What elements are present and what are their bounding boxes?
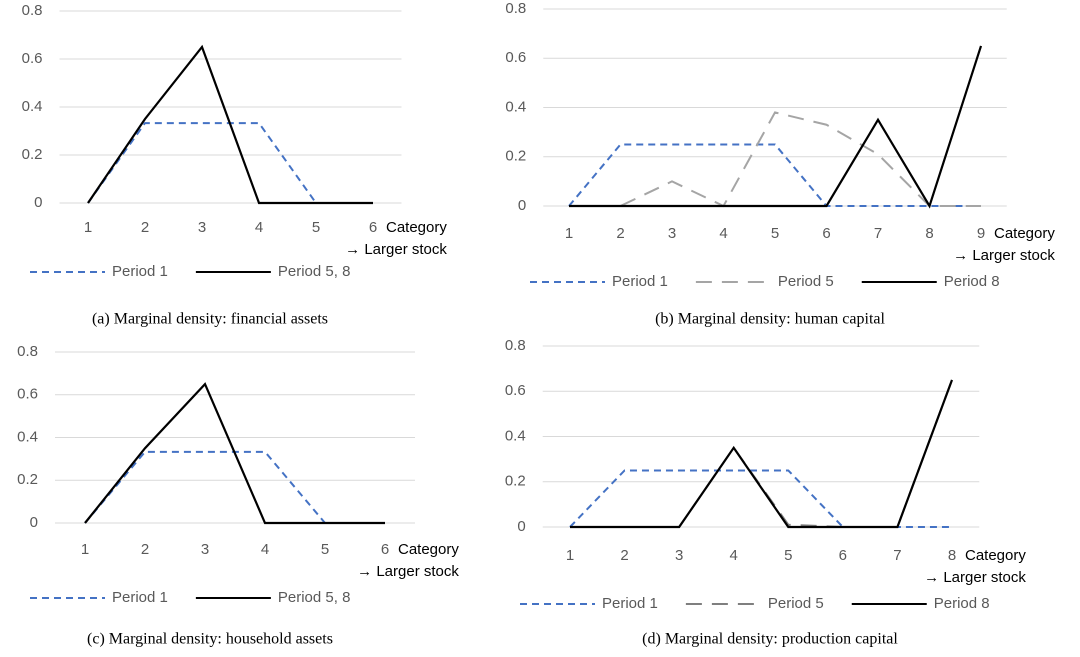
y-tick-label: 0.4 xyxy=(22,98,43,115)
x-tick-label: 2 xyxy=(616,225,624,242)
x-tick-label: 6 xyxy=(822,225,830,242)
legend-label: Period 8 xyxy=(944,273,1000,290)
x-tick-label: 1 xyxy=(81,541,89,558)
x-axis-label: → Larger stock xyxy=(345,241,447,258)
x-tick-label: 4 xyxy=(719,225,727,242)
y-tick-label: 0.4 xyxy=(505,427,526,444)
x-axis-label: Category xyxy=(386,219,447,236)
data-line xyxy=(84,450,385,524)
y-tick-label: 0 xyxy=(30,514,38,531)
x-tick-label: 8 xyxy=(948,547,956,564)
data-line xyxy=(569,45,983,209)
legend-label: Period 1 xyxy=(112,589,168,606)
x-tick-label: 3 xyxy=(201,541,209,558)
x-axis-label: → Larger stock xyxy=(953,247,1055,264)
legend-label: Period 5 xyxy=(778,273,834,290)
y-tick-label: 0.4 xyxy=(505,98,526,115)
x-axis-label: → Larger stock xyxy=(357,563,459,580)
legend-label: Period 5 xyxy=(768,595,824,612)
y-tick-label: 0 xyxy=(518,197,526,214)
x-tick-label: 5 xyxy=(784,547,792,564)
caption: (d) Marginal density: production capital xyxy=(642,631,898,648)
x-tick-label: 3 xyxy=(198,219,206,236)
x-tick-label: 9 xyxy=(977,225,985,242)
y-tick-label: 0 xyxy=(34,194,42,211)
x-tick-label: 2 xyxy=(141,541,149,558)
x-axis-label: Category xyxy=(965,547,1026,564)
x-tick-label: 5 xyxy=(771,225,779,242)
y-tick-label: 0.6 xyxy=(505,382,526,399)
data-line xyxy=(84,382,385,525)
x-tick-label: 3 xyxy=(675,547,683,564)
x-tick-label: 2 xyxy=(620,547,628,564)
y-tick-label: 0.8 xyxy=(22,2,43,19)
y-tick-label: 0.6 xyxy=(22,50,43,67)
x-tick-label: 4 xyxy=(730,547,738,564)
data-line xyxy=(570,379,954,529)
legend-label: Period 5, 8 xyxy=(278,263,351,280)
y-tick-label: 0.2 xyxy=(505,148,526,165)
x-tick-label: 5 xyxy=(312,219,320,236)
data-line xyxy=(87,44,373,205)
legend-label: Period 8 xyxy=(934,595,990,612)
y-tick-label: 0.8 xyxy=(17,343,38,360)
x-tick-label: 5 xyxy=(321,541,329,558)
data-line xyxy=(568,143,981,207)
y-tick-label: 0.2 xyxy=(22,146,43,163)
y-tick-label: 0.8 xyxy=(505,337,526,354)
x-tick-label: 1 xyxy=(84,219,92,236)
data-line xyxy=(569,111,981,208)
y-tick-label: 0.2 xyxy=(17,471,38,488)
data-line xyxy=(570,379,953,528)
y-tick-label: 0.4 xyxy=(17,428,38,445)
x-tick-label: 4 xyxy=(261,541,269,558)
y-tick-label: 0 xyxy=(517,518,525,535)
y-tick-label: 0.6 xyxy=(17,386,38,403)
caption: (b) Marginal density: human capital xyxy=(655,311,885,328)
x-axis-label: → Larger stock xyxy=(924,569,1026,586)
legend-label: Period 1 xyxy=(112,263,168,280)
legend-label: Period 1 xyxy=(612,273,668,290)
x-axis-label: Category xyxy=(994,225,1055,242)
y-tick-label: 0.2 xyxy=(505,473,526,490)
data-line xyxy=(569,469,952,528)
x-tick-label: 7 xyxy=(874,225,882,242)
legend-label: Period 5, 8 xyxy=(278,589,351,606)
x-tick-label: 4 xyxy=(255,219,263,236)
x-tick-label: 3 xyxy=(668,225,676,242)
x-tick-label: 6 xyxy=(839,547,847,564)
data-line xyxy=(87,122,373,204)
x-tick-label: 1 xyxy=(565,225,573,242)
x-axis-label: Category xyxy=(398,541,459,558)
x-tick-label: 7 xyxy=(893,547,901,564)
x-tick-label: 8 xyxy=(925,225,933,242)
legend-label: Period 1 xyxy=(602,595,658,612)
x-tick-label: 2 xyxy=(141,219,149,236)
y-tick-label: 0.8 xyxy=(505,0,526,17)
caption: (a) Marginal density: financial assets xyxy=(92,311,328,328)
y-tick-label: 0.6 xyxy=(505,49,526,66)
x-tick-label: 1 xyxy=(566,547,574,564)
x-tick-label: 6 xyxy=(381,541,389,558)
x-tick-label: 6 xyxy=(369,219,377,236)
caption: (c) Marginal density: household assets xyxy=(87,631,333,648)
